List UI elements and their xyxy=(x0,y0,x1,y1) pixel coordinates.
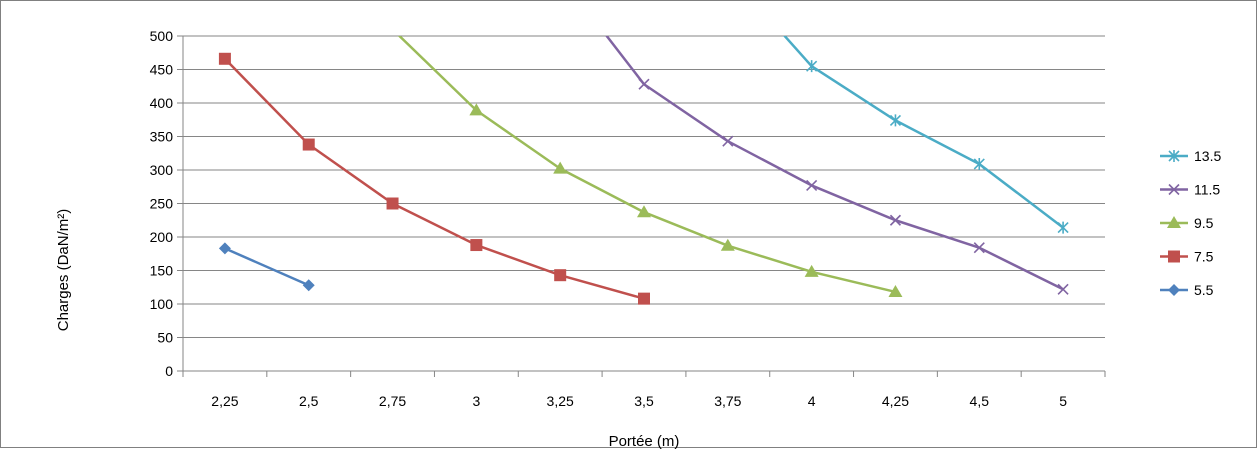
legend-label: 7.5 xyxy=(1194,249,1214,265)
x-tick-label: 2,75 xyxy=(379,393,406,409)
y-tick-label: 300 xyxy=(150,162,174,178)
data-point-11.5 xyxy=(889,214,902,226)
x-tick-label: 3 xyxy=(472,393,480,409)
y-axis-title: Charges (DaN/m²) xyxy=(55,209,72,332)
data-point-7.5 xyxy=(302,138,315,151)
data-point-13.5 xyxy=(973,157,985,170)
data-point-9.5 xyxy=(469,103,484,116)
x-tick-label: 4 xyxy=(808,393,816,409)
y-tick-label: 100 xyxy=(150,296,174,312)
data-point-11.5 xyxy=(806,179,818,191)
x-tick-label: 5 xyxy=(1059,393,1067,409)
data-point-9.5 xyxy=(720,238,735,251)
y-tick-label: 450 xyxy=(150,62,174,78)
series-line-13.5 xyxy=(783,36,1064,229)
x-tick-label: 3,75 xyxy=(714,393,741,409)
series-lines xyxy=(224,36,1064,300)
data-point-5.5 xyxy=(218,242,231,255)
x-tick-label: 3,5 xyxy=(634,393,654,409)
axes: 0 50 100 150 200 250 300 350 400 450 500 2,25 2,5 2,7… xyxy=(150,28,1106,409)
data-point-13.5 xyxy=(806,60,818,73)
data-point-11.5 xyxy=(1057,283,1069,295)
legend-marker-5.5 xyxy=(1168,284,1180,296)
data-point-7.5 xyxy=(554,269,567,282)
legend-label: 9.5 xyxy=(1194,215,1214,231)
y-tick-label: 350 xyxy=(150,129,174,145)
legend-marker-7.5 xyxy=(1168,250,1180,263)
x-tick-label: 3,25 xyxy=(547,393,574,409)
x-tick-label: 4,25 xyxy=(882,393,909,409)
y-tick-label: 50 xyxy=(157,330,173,346)
x-tick-label: 2,5 xyxy=(299,393,319,409)
y-tick-label: 150 xyxy=(150,263,174,279)
y-tick-label: 500 xyxy=(150,28,174,44)
series-line-11.5 xyxy=(605,36,1064,291)
data-point-9.5 xyxy=(637,205,651,218)
legend-marker-9.5 xyxy=(1167,216,1181,228)
data-point-13.5 xyxy=(889,114,902,127)
data-point-9.5 xyxy=(888,284,903,297)
data-point-7.5 xyxy=(470,239,483,252)
data-point-5.5 xyxy=(302,279,315,292)
legend-label: 5.5 xyxy=(1194,282,1214,298)
data-point-13.5 xyxy=(1057,221,1069,234)
data-point-7.5 xyxy=(386,197,399,210)
data-point-7.5 xyxy=(638,292,650,305)
legend: 13.5 11.5 9.5 7.5 5.5 xyxy=(1160,148,1221,298)
legend-marker-13.5 xyxy=(1168,150,1180,162)
x-tick-label: 4,5 xyxy=(970,393,990,409)
y-tick-label: 200 xyxy=(150,229,174,245)
series-line-5.5 xyxy=(224,247,310,287)
legend-label: 11.5 xyxy=(1194,182,1220,198)
series-line-9.5 xyxy=(397,36,896,294)
series-line-7.5 xyxy=(224,57,645,300)
gridlines xyxy=(183,35,1105,338)
x-axis-title: Portée (m) xyxy=(609,433,680,450)
data-point-11.5 xyxy=(973,242,985,254)
y-tick-label: 250 xyxy=(150,196,174,212)
data-point-11.5 xyxy=(638,78,650,90)
data-point-9.5 xyxy=(804,264,819,277)
data-point-11.5 xyxy=(722,135,734,147)
y-tick-label: 400 xyxy=(150,95,174,111)
x-tick-label: 2,25 xyxy=(211,393,238,409)
legend-label: 13.5 xyxy=(1194,148,1221,164)
series-markers xyxy=(218,52,1069,305)
data-point-9.5 xyxy=(553,161,568,174)
data-point-7.5 xyxy=(218,52,231,65)
y-tick-label: 0 xyxy=(165,363,173,379)
legend-marker-11.5 xyxy=(1168,183,1180,196)
